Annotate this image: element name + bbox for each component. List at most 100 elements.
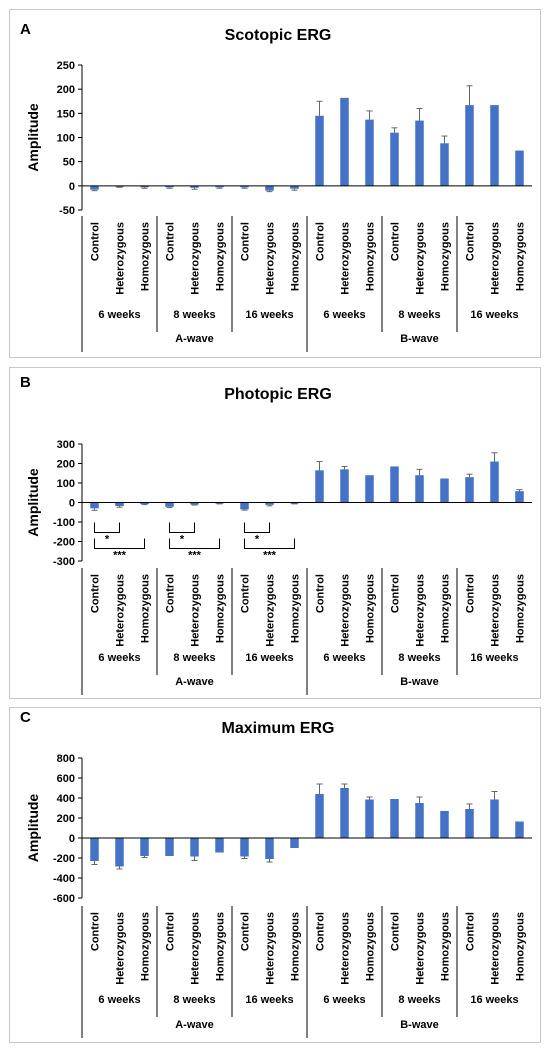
bar (190, 185, 199, 188)
chart-title: Photopic ERG (224, 386, 332, 403)
bar (490, 105, 499, 186)
y-tick-label: 0 (69, 498, 75, 510)
y-tick-label: 0 (69, 833, 75, 845)
category-label: Heterozygous (265, 574, 277, 647)
time-group-label: 16 weeks (245, 994, 293, 1006)
y-tick-label: 200 (57, 84, 75, 96)
time-group-label: 6 weeks (323, 652, 365, 664)
y-tick-label: -300 (53, 556, 75, 568)
category-label: Homozygous (215, 222, 227, 291)
wave-group-label: B-wave (400, 1019, 439, 1031)
bar (340, 788, 349, 838)
bar (165, 185, 174, 188)
bar (390, 132, 399, 186)
significance-label: *** (263, 550, 277, 562)
category-label: Control (465, 222, 477, 261)
y-axis-label: Amplitude (25, 468, 41, 537)
bar (365, 119, 374, 186)
category-label: Homozygous (140, 912, 152, 981)
bar (115, 502, 124, 507)
y-tick-label: 150 (57, 108, 75, 120)
category-label: Control (90, 912, 102, 951)
significance-label: * (255, 534, 260, 546)
category-label: Homozygous (140, 222, 152, 291)
category-label: Homozygous (440, 222, 452, 291)
time-group-label: 8 weeks (398, 309, 440, 321)
bar (340, 97, 349, 186)
bar (240, 838, 249, 857)
category-label: Homozygous (290, 222, 302, 291)
category-label: Control (165, 222, 177, 261)
category-label: Homozygous (365, 912, 377, 981)
bar (390, 466, 399, 503)
y-tick-label: 600 (57, 773, 75, 785)
category-label: Homozygous (515, 574, 527, 643)
maximum-erg-chart: C Maximum ERG Amplitude -600 -400 -200 0 200 400… (20, 709, 532, 1038)
bar (415, 803, 424, 838)
time-group-label: 16 weeks (470, 652, 518, 664)
bar (140, 502, 149, 505)
time-group-label: 16 weeks (245, 652, 293, 664)
bar (190, 502, 199, 505)
bar (215, 185, 224, 188)
y-axis-label: Amplitude (25, 103, 41, 172)
bar (465, 477, 474, 503)
category-label: Homozygous (215, 912, 227, 981)
wave-group-label: B-wave (400, 676, 439, 688)
panel-label: B (20, 374, 31, 391)
bar (315, 115, 324, 186)
bar (490, 799, 499, 838)
significance-label: * (105, 534, 110, 546)
category-label: Control (390, 574, 402, 613)
bar (465, 809, 474, 838)
category-label: Homozygous (515, 912, 527, 981)
time-group-label: 6 weeks (98, 309, 140, 321)
chart-title: Scotopic ERG (225, 27, 332, 44)
y-axis-label: Amplitude (25, 794, 41, 863)
bar (240, 185, 249, 188)
time-group-label: 6 weeks (98, 652, 140, 664)
category-label: Homozygous (440, 912, 452, 981)
scotopic-erg-chart: A Scotopic ERG Amplitude -50 0 50 100 150 200 250… (20, 21, 532, 352)
time-group-label: 6 weeks (323, 994, 365, 1006)
bar (265, 502, 274, 505)
bar (515, 491, 524, 503)
bar (140, 185, 149, 188)
bar (290, 185, 299, 189)
y-tick-label: -200 (53, 853, 75, 865)
panel-label: A (20, 21, 31, 38)
panel-label: C (20, 709, 31, 726)
y-tick-label: 200 (57, 813, 75, 825)
category-label: Heterozygous (115, 574, 127, 647)
bar (365, 475, 374, 503)
y-tick-label: -50 (59, 205, 75, 217)
category-label: Heterozygous (490, 222, 502, 295)
y-tick-label: 100 (57, 133, 75, 145)
category-label: Heterozygous (415, 222, 427, 295)
y-tick-label: 250 (57, 60, 75, 72)
bar (490, 461, 499, 503)
bar (440, 478, 449, 503)
category-label: Control (390, 912, 402, 951)
category-label: Heterozygous (490, 912, 502, 985)
category-label: Homozygous (365, 574, 377, 643)
chart-title: Maximum ERG (222, 720, 335, 737)
bar (265, 838, 274, 859)
y-tick-label: 200 (57, 459, 75, 471)
time-group-label: 6 weeks (323, 309, 365, 321)
category-label: Homozygous (515, 222, 527, 291)
category-label: Heterozygous (415, 912, 427, 985)
category-label: Homozygous (140, 574, 152, 643)
category-label: Control (240, 222, 252, 261)
category-label: Homozygous (440, 574, 452, 643)
bar (340, 469, 349, 503)
wave-group-label: B-wave (400, 333, 439, 345)
time-group-label: 8 weeks (173, 652, 215, 664)
panel-maximum-erg: C Maximum ERG Amplitude -600 -400 -200 0 200 400… (9, 707, 541, 1043)
category-label: Heterozygous (340, 574, 352, 647)
y-tick-label: 50 (63, 157, 75, 169)
bar (390, 799, 399, 838)
category-label: Control (90, 222, 102, 261)
category-label: Control (465, 912, 477, 951)
